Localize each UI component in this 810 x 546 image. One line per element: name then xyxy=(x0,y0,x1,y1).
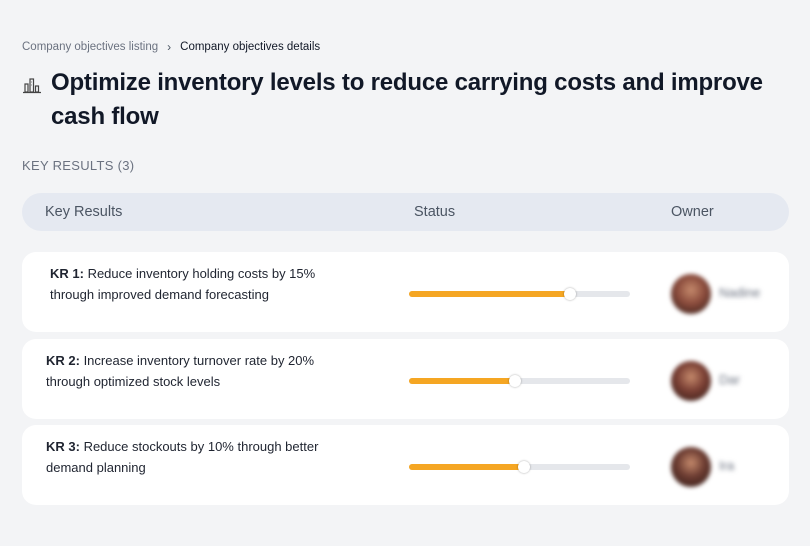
key-results-count-label: KEY RESULTS (3) xyxy=(22,158,135,173)
breadcrumb-chevron-icon: › xyxy=(167,40,172,54)
key-result-row[interactable]: KR 3: Reduce stockouts by 10% through be… xyxy=(22,425,789,505)
key-result-row[interactable]: KR 1: Reduce inventory holding costs by … xyxy=(22,252,789,332)
key-result-description: KR 2: Increase inventory turnover rate b… xyxy=(46,351,351,392)
owner-name: Dar xyxy=(719,372,740,387)
key-result-text: Reduce stockouts by 10% through better d… xyxy=(46,439,319,475)
progress-fill xyxy=(409,464,524,470)
column-header-owner: Owner xyxy=(671,204,714,220)
progress-bar xyxy=(409,288,630,300)
page-title: Optimize inventory levels to reduce carr… xyxy=(51,69,763,130)
breadcrumb-current: Company objectives details xyxy=(180,41,321,53)
progress-bar xyxy=(409,375,630,387)
key-result-id: KR 3: xyxy=(46,439,84,454)
progress-bar xyxy=(409,461,630,473)
key-result-id: KR 1: xyxy=(50,266,88,281)
progress-handle xyxy=(517,461,530,473)
key-result-description: KR 1: Reduce inventory holding costs by … xyxy=(50,264,355,305)
progress-handle xyxy=(564,288,577,300)
key-result-id: KR 2: xyxy=(46,353,84,368)
owner-name: Nadine xyxy=(719,285,761,300)
building-chart-icon xyxy=(22,75,42,95)
key-result-description: KR 3: Reduce stockouts by 10% through be… xyxy=(46,437,351,478)
owner-avatar xyxy=(671,274,711,314)
progress-handle xyxy=(509,375,522,387)
table-header: Key Results Status Owner xyxy=(22,193,789,231)
objective-header: Optimize inventory levels to reduce carr… xyxy=(22,66,802,134)
progress-fill xyxy=(409,291,571,297)
column-header-key-results: Key Results xyxy=(45,204,123,220)
owner-name: Ira xyxy=(719,458,735,473)
owner-avatar xyxy=(671,361,711,401)
owner-avatar xyxy=(671,447,711,487)
key-result-text: Reduce inventory holding costs by 15% th… xyxy=(50,266,316,302)
key-result-text: Increase inventory turnover rate by 20% … xyxy=(46,353,315,389)
breadcrumb: Company objectives listing › Company obj… xyxy=(22,40,320,54)
breadcrumb-parent-link[interactable]: Company objectives listing xyxy=(22,41,159,53)
column-header-status: Status xyxy=(414,204,456,220)
progress-fill xyxy=(409,378,516,384)
key-result-row[interactable]: KR 2: Increase inventory turnover rate b… xyxy=(22,339,789,419)
